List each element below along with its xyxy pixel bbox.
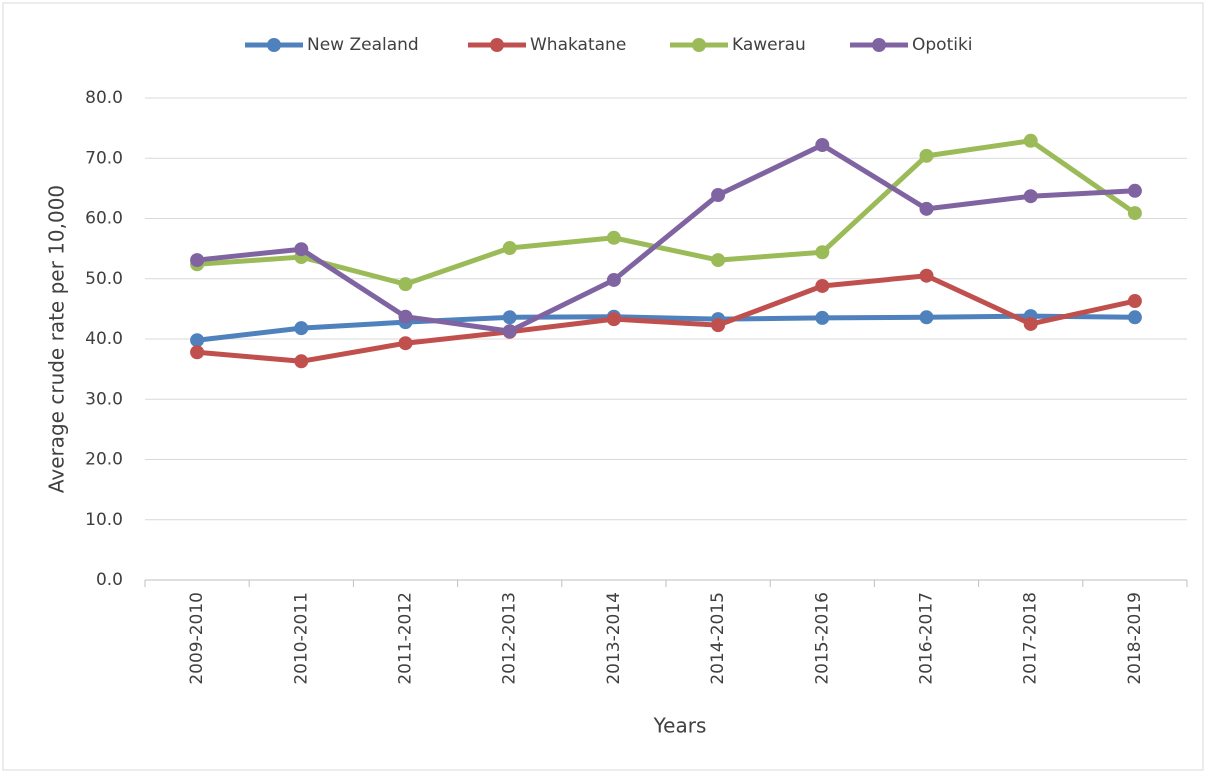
x-tick-label: 2013-2014 — [604, 592, 624, 685]
y-tick-label: 40.0 — [85, 329, 123, 349]
y-tick-label: 70.0 — [85, 148, 123, 168]
legend-marker — [267, 38, 281, 52]
data-point — [1127, 183, 1142, 198]
x-tick-label: 2009-2010 — [187, 592, 207, 685]
y-tick-label: 10.0 — [85, 510, 123, 530]
y-axis-label: Average crude rate per 10,000 — [45, 185, 69, 493]
x-axis-label: Years — [653, 714, 707, 738]
data-point — [294, 321, 309, 336]
x-tick-label: 2012-2013 — [500, 592, 520, 685]
data-point — [1127, 206, 1142, 221]
data-point — [502, 310, 517, 325]
y-tick-label: 60.0 — [85, 209, 123, 229]
data-point — [711, 253, 726, 268]
data-point — [1023, 189, 1038, 204]
data-point — [190, 253, 205, 268]
data-point — [711, 318, 726, 333]
data-point — [398, 309, 413, 324]
data-point — [190, 345, 205, 360]
x-tick-label: 2010-2011 — [291, 592, 311, 685]
data-point — [1023, 316, 1038, 331]
data-point — [815, 310, 830, 325]
y-tick-label: 20.0 — [85, 450, 123, 470]
y-tick-label: 0.0 — [96, 570, 123, 590]
data-point — [606, 272, 621, 287]
x-tick-label: 2015-2016 — [812, 592, 832, 685]
data-point — [606, 312, 621, 327]
series-line — [196, 138, 1137, 287]
x-tick-label: 2018-2019 — [1125, 592, 1145, 685]
data-point — [919, 201, 934, 216]
data-point — [606, 230, 621, 245]
data-point — [502, 324, 517, 339]
series-line — [196, 313, 1135, 343]
series-line — [196, 273, 1136, 364]
y-tick-label: 80.0 — [85, 88, 123, 108]
data-point — [398, 336, 413, 351]
x-tick-label: 2016-2017 — [917, 592, 937, 685]
data-point — [1023, 133, 1038, 148]
legend-label: Opotiki — [912, 35, 973, 55]
data-point — [1127, 294, 1142, 309]
data-point — [919, 310, 934, 325]
y-tick-label: 50.0 — [85, 269, 123, 289]
y-tick-label: 30.0 — [85, 389, 123, 409]
series-line — [196, 142, 1136, 334]
data-point — [398, 277, 413, 292]
data-point — [711, 188, 726, 203]
data-point — [919, 268, 934, 283]
data-point — [815, 245, 830, 260]
data-point — [919, 148, 934, 163]
x-tick-label: 2017-2018 — [1021, 592, 1041, 685]
x-tick-label: 2011-2012 — [396, 592, 416, 685]
legend-label: Kawerau — [732, 35, 806, 55]
legend-marker — [872, 38, 886, 52]
data-point — [502, 241, 517, 256]
data-point — [294, 242, 309, 257]
legend-marker — [490, 38, 504, 52]
data-point — [815, 137, 830, 152]
data-point — [294, 354, 309, 369]
legend-marker — [692, 38, 706, 52]
data-point — [190, 333, 205, 348]
data-point — [815, 278, 830, 293]
legend-label: New Zealand — [307, 35, 419, 55]
data-point — [1127, 310, 1142, 325]
x-tick-label: 2014-2015 — [708, 592, 728, 685]
legend-label: Whakatane — [530, 35, 626, 55]
